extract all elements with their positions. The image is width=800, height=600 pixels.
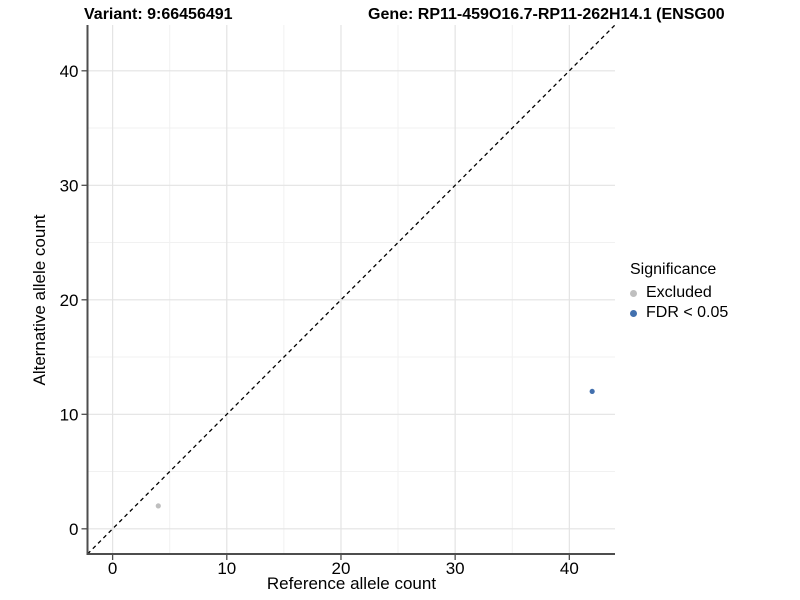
y-axis-title: Alternative allele count bbox=[30, 214, 49, 386]
legend: Significance Excluded FDR < 0.05 bbox=[630, 261, 728, 323]
y-tick-label: 0 bbox=[69, 520, 78, 539]
legend-item-excluded: Excluded bbox=[630, 283, 728, 303]
x-tick-label: 40 bbox=[560, 559, 579, 578]
y-tick-label: 30 bbox=[60, 176, 79, 195]
x-tick-label: 30 bbox=[446, 559, 465, 578]
y-tick-label: 40 bbox=[60, 62, 79, 81]
y-tick-label: 10 bbox=[60, 405, 79, 424]
excluded-point-icon bbox=[630, 289, 637, 297]
fdr-point-icon bbox=[630, 309, 637, 317]
x-tick-label: 10 bbox=[217, 559, 236, 578]
plot-title-gene: Gene: RP11-459O16.7-RP11-262H14.1 (ENSG0… bbox=[368, 6, 725, 23]
data-point bbox=[589, 388, 595, 395]
legend-title: Significance bbox=[630, 261, 717, 278]
legend-label-fdr: FDR < 0.05 bbox=[646, 304, 729, 321]
legend-label-excluded: Excluded bbox=[646, 284, 712, 301]
data-point bbox=[155, 503, 161, 509]
legend-item-fdr: FDR < 0.05 bbox=[630, 303, 728, 323]
y-tick-label: 20 bbox=[60, 291, 79, 310]
identity-reference-line bbox=[87, 24, 616, 555]
plot-title-variant: Variant: 9:66456491 bbox=[84, 6, 233, 23]
x-axis-title: Reference allele count bbox=[266, 574, 437, 593]
x-tick-label: 20 bbox=[332, 559, 351, 578]
x-tick-label: 0 bbox=[108, 559, 117, 578]
